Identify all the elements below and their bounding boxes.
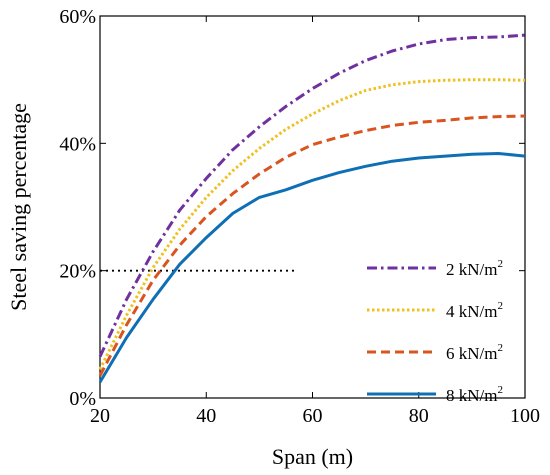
legend-label: 2 kN/m2: [446, 258, 503, 279]
y-axis-title: Steel saving percentage: [6, 103, 31, 311]
x-tick-label: 60: [303, 405, 323, 427]
plot-frame: [99, 15, 526, 399]
y-tick-label: 40%: [59, 133, 96, 155]
y-tick-label: 60%: [59, 6, 96, 28]
legend-label-superscript: 2: [497, 258, 503, 270]
series-line-3: [98, 114, 526, 377]
x-axis-title: Span (m): [272, 444, 353, 469]
x-tick-label: 20: [90, 405, 110, 427]
series-line-1: [98, 33, 526, 358]
y-tick-label: 0%: [69, 388, 96, 410]
series-line-4: [98, 152, 526, 383]
x-tick-label: 40: [196, 405, 216, 427]
y-tick-label: 20%: [59, 261, 96, 283]
legend: 2 kN/m2 4 kN/m2 6 kN/m2 8 kN/m2: [367, 258, 503, 405]
legend-label: 6 kN/m2: [446, 342, 503, 363]
series-line-2: [98, 78, 526, 371]
legend-label-superscript: 2: [497, 384, 503, 396]
legend-label-superscript: 2: [497, 300, 503, 312]
ticks-layer: 20 40 60 80 100 0% 20% 40% 60%: [59, 6, 540, 427]
legend-label-superscript: 2: [497, 342, 503, 354]
plot-border: [99, 15, 526, 399]
legend-label: 8 kN/m2: [446, 384, 503, 405]
x-tick-label: 80: [409, 405, 429, 427]
legend-label: 4 kN/m2: [446, 300, 503, 321]
x-tick-label: 100: [510, 405, 540, 427]
series-layer: [98, 33, 526, 383]
